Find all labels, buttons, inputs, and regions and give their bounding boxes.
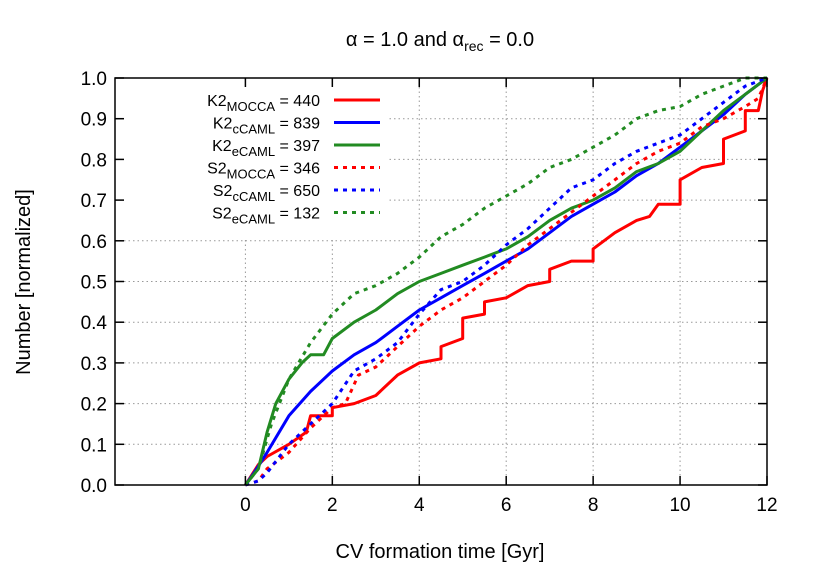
x-tick-label: 6 [501,495,512,516]
series-line-k2-ccaml [244,76,768,486]
plot-frame [114,77,768,486]
x-tick-label: 8 [588,495,599,516]
legend-label: S2MOCCA = 346 [207,161,320,182]
y-tick-label: 0.6 [81,232,107,253]
y-tick-label: 0.3 [81,354,107,375]
legend-label: K2eCAML = 397 [212,138,320,159]
y-tick-label: 0.0 [81,476,107,497]
y-tick-label: 0.5 [81,273,107,294]
y-axis-label: Number [normalized] [13,189,35,375]
series-group [244,76,769,487]
y-tick-label: 0.4 [81,313,108,334]
series-line-s2-ecaml [244,76,767,486]
axes: 0 2 4 6 8 10 12 0.0 0.1 0.2 0.3 0.4 0.5 0.6 0.7 0.8 0.9 1… [81,69,778,516]
y-tick-label: 0.9 [81,110,107,131]
series-line-k2-mocca [244,77,769,486]
series-line-s2-mocca [244,77,769,487]
x-tick-label: 4 [414,495,425,516]
y-tick-label: 0.2 [81,395,107,416]
series-line-k2-ecaml [244,76,768,486]
series-line-s2-ccaml [244,76,768,487]
x-tick-label: 2 [327,495,338,516]
legend-label: S2cCAML = 650 [213,183,320,204]
y-tick-label: 0.8 [81,150,107,171]
chart-title: α = 1.0 and αrec = 0.0 [346,29,534,54]
legend-label: S2eCAML = 132 [212,206,320,227]
x-tick-label: 0 [240,495,251,516]
x-tick-label: 12 [756,495,777,516]
legend-label: K2cCAML = 839 [213,116,320,137]
y-tick-label: 0.7 [81,191,107,212]
x-tick-label: 10 [669,495,690,516]
y-tick-label: 1.0 [81,69,107,90]
legend-label: K2MOCCA = 440 [207,93,320,114]
y-tick-label: 0.1 [81,435,107,456]
x-axis-label: CV formation time [Gyr] [336,541,545,563]
